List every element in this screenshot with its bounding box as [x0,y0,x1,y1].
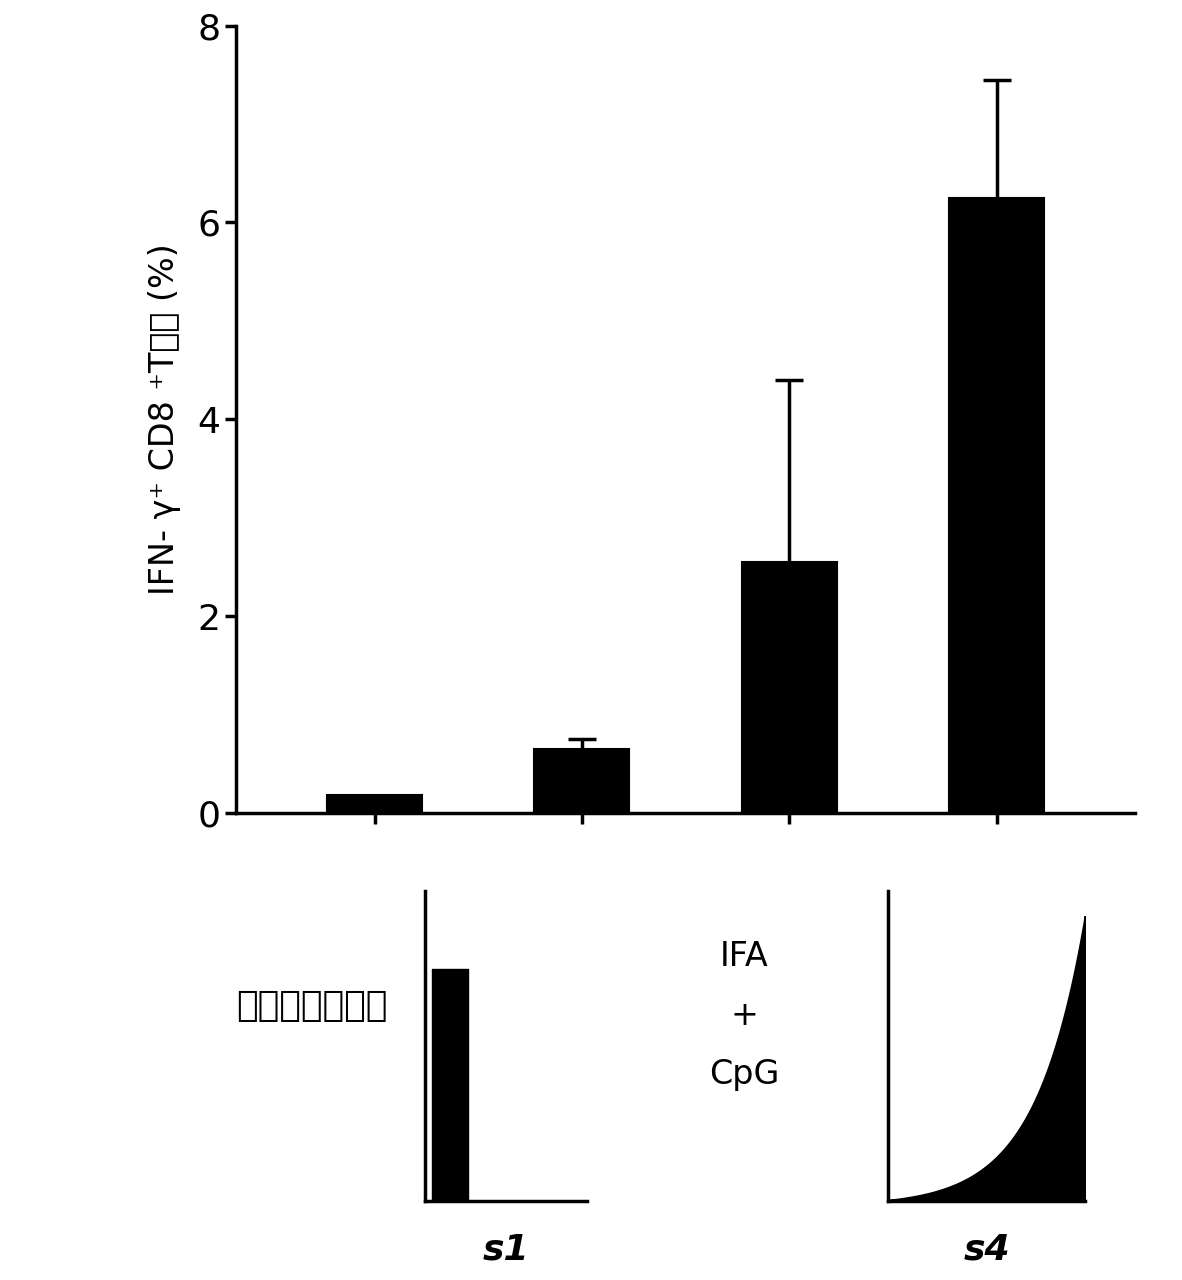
Text: IFA
+
CpG: IFA + CpG [709,940,779,1091]
Bar [742,562,837,813]
Polygon shape [888,916,1085,1201]
Text: s4: s4 [963,1233,1009,1267]
Bar [534,749,630,813]
Text: s1: s1 [482,1233,530,1267]
Bar [327,795,422,813]
Text: 首次用于实验的: 首次用于实验的 [236,989,388,1023]
Y-axis label: IFN- γ⁺ CD8 ⁺T细胞 (%): IFN- γ⁺ CD8 ⁺T细胞 (%) [148,243,181,595]
Bar [949,198,1044,813]
